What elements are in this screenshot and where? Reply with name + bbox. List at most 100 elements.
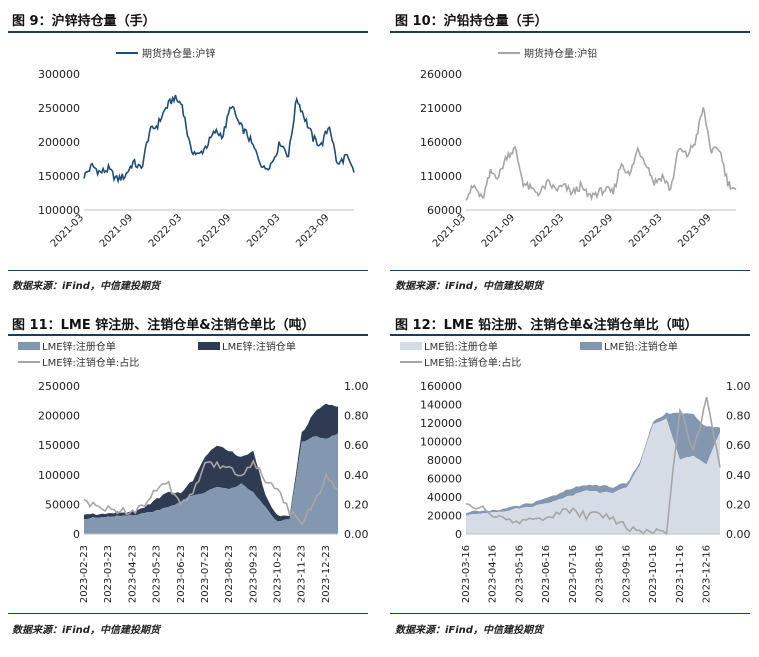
area-cancelled — [466, 412, 720, 516]
x-tick-label: 2023-08-16 — [595, 545, 606, 603]
y2-tick-label: 0.00 — [344, 528, 368, 541]
y2-tick-label: 0.20 — [726, 498, 750, 511]
legend-label-registered: LME锌:注册仓单 — [42, 340, 116, 353]
x-tick-label: 2021-03 — [431, 212, 468, 249]
chart-lme-lead-warrants: LME铅:注册仓单 LME铅:注销仓单 LME铅:注销仓单:占比 0 20000 4000… — [400, 340, 750, 603]
y-tick-label: 0 — [73, 528, 80, 541]
y-tick-label: 250000 — [38, 102, 80, 115]
mid-rule-left — [8, 270, 368, 271]
y-tick-label: 50000 — [45, 498, 80, 511]
y2-tick-label: 0.40 — [726, 469, 750, 482]
y-tick-label: 80000 — [427, 454, 462, 467]
legend-label: 期货持仓量:沪铅 — [524, 47, 597, 60]
legend-label-cancelled: LME锌:注销仓单 — [222, 340, 296, 353]
y-tick-label: 200000 — [38, 136, 80, 149]
chart-zinc-open-interest: 期货持仓量:沪锌 100000 150000 200000 250000 300000 20… — [38, 47, 355, 250]
y-tick-label: 250000 — [38, 380, 80, 393]
legend-label-registered: LME铅:注册仓单 — [424, 340, 498, 353]
legend-swatch-cancelled — [198, 342, 220, 350]
area-registered — [466, 418, 720, 534]
y-tick-label: 20000 — [427, 510, 462, 523]
x-tick-label: 2022-03 — [529, 212, 566, 249]
y-tick-label: 150000 — [38, 439, 80, 452]
panel-2-title: 图 10：沪铅持仓量（手） — [395, 14, 548, 29]
x-tick-label: 2023-11-16 — [675, 545, 686, 603]
x-tick-label: 2023-10-23 — [273, 545, 284, 603]
y-tick-label: 100000 — [38, 469, 80, 482]
y-tick-label: 140000 — [420, 399, 462, 412]
legend-swatch-cancelled — [580, 342, 602, 350]
series-line — [465, 107, 737, 202]
ratio-line — [83, 459, 339, 526]
y2-tick-label: 0.20 — [344, 498, 368, 511]
x-tick-label: 2023-09-23 — [248, 545, 259, 603]
y2-tick-label: 1.00 — [726, 380, 750, 393]
y2-tick-label: 0.00 — [726, 528, 750, 541]
x-tick-label: 2023-10-16 — [648, 545, 659, 603]
x-tick-label: 2023-12-16 — [702, 545, 713, 603]
y-tick-label: 260000 — [420, 68, 462, 81]
x-tick-label: 2021-09 — [480, 212, 517, 249]
y-tick-label: 100000 — [38, 204, 80, 217]
y-tick-label: 100000 — [420, 436, 462, 449]
legend-swatch-registered — [400, 342, 422, 350]
y2-tick-label: 0.40 — [344, 469, 368, 482]
x-tick-label: 2023-05-23 — [152, 545, 163, 603]
x-tick-label: 2023-05-16 — [514, 545, 525, 603]
x-tick-label: 2023-07-16 — [568, 545, 579, 603]
bottom-rule-right — [390, 613, 750, 614]
x-tick-label: 2023-03-23 — [103, 545, 114, 603]
y-tick-label: 60000 — [427, 473, 462, 486]
x-tick-label: 2023-06-23 — [176, 545, 187, 603]
y-tick-label: 160000 — [420, 136, 462, 149]
legend-label: 期货持仓量:沪锌 — [142, 47, 215, 60]
panel-4-title: 图 12：LME 铅注册、注销仓单&注销仓单比（吨） — [395, 318, 698, 333]
x-tick-label: 2023-09 — [294, 212, 331, 249]
y2-tick-label: 0.60 — [726, 439, 750, 452]
y-tick-label: 300000 — [38, 68, 80, 81]
y2-tick-label: 1.00 — [344, 380, 368, 393]
x-tick-label: 2023-04-23 — [127, 545, 138, 603]
x-tick-label: 2023-03 — [245, 212, 282, 249]
x-tick-label: 2022-09 — [196, 212, 233, 249]
x-tick-label: 2022-03 — [147, 212, 184, 249]
y-tick-label: 110000 — [420, 170, 462, 183]
chart-lead-open-interest: 期货持仓量:沪铅 60000 110000 160000 210000 260000 202… — [420, 47, 737, 250]
ratio-line — [465, 397, 721, 536]
x-tick-label: 2023-09 — [676, 212, 713, 249]
x-tick-label: 2023-03 — [627, 212, 664, 249]
y-tick-label: 60000 — [427, 204, 462, 217]
x-tick-label: 2023-12-23 — [321, 545, 332, 603]
section-rule-right — [390, 334, 750, 336]
y2-tick-label: 0.80 — [726, 410, 750, 423]
y2-tick-label: 0.60 — [344, 439, 368, 452]
x-tick-label: 2023-08-23 — [224, 545, 235, 603]
y-tick-label: 200000 — [38, 410, 80, 423]
section-rule-left — [8, 334, 368, 336]
y-tick-label: 210000 — [420, 102, 462, 115]
y-tick-label: 160000 — [420, 380, 462, 393]
x-tick-label: 2021-03 — [49, 212, 86, 249]
top-rule — [8, 31, 368, 33]
x-tick-label: 2021-09 — [98, 212, 135, 249]
x-tick-label: 2023-11-23 — [297, 545, 308, 603]
panel-3-title: 图 11：LME 锌注册、注销仓单&注销仓单比（吨） — [12, 318, 315, 333]
mid-rule-right — [390, 270, 750, 271]
panel-3-source: 数据来源：iFind，中信建投期货 — [12, 625, 160, 636]
chart-lme-zinc-warrants: LME锌:注册仓单 LME锌:注销仓单 LME锌:注销仓单:占比 0 50000 1000… — [18, 340, 368, 603]
legend-swatch-registered — [18, 342, 40, 350]
y-tick-label: 0 — [455, 528, 462, 541]
area-registered — [84, 433, 338, 534]
x-tick-label: 2023-04-16 — [488, 545, 499, 603]
x-tick-label: 2023-07-23 — [200, 545, 211, 603]
panel-4-source: 数据来源：iFind，中信建投期货 — [395, 625, 543, 636]
x-tick-label: 2023-03-16 — [461, 545, 472, 603]
y-tick-label: 120000 — [420, 417, 462, 430]
series-line — [83, 94, 355, 185]
top-rule-right — [390, 31, 750, 33]
legend-label-ratio: LME锌:注销仓单:占比 — [42, 356, 139, 369]
panel-2-source: 数据来源：iFind，中信建投期货 — [395, 281, 543, 292]
y-tick-label: 40000 — [427, 491, 462, 504]
y-tick-label: 150000 — [38, 170, 80, 183]
legend-label-cancelled: LME铅:注销仓单 — [604, 340, 678, 353]
